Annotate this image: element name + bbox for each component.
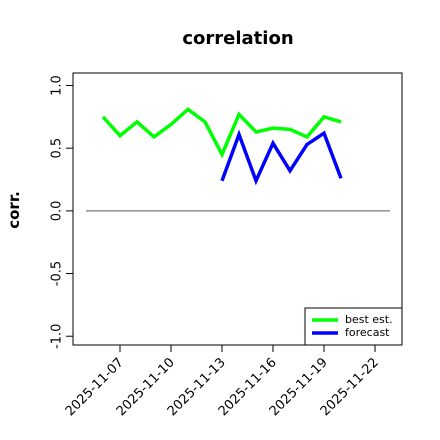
chart-title: correlation	[182, 28, 293, 49]
series-line	[101, 107, 342, 159]
y-tick-label: 0.5	[50, 138, 65, 159]
y-tick-label: 1.0	[50, 75, 65, 96]
legend-box	[304, 307, 403, 346]
y-axis-label: corr.	[5, 191, 23, 229]
plot-frame	[72, 72, 403, 346]
legend-label: forecast	[345, 326, 390, 339]
y-tick-label: -0.5	[50, 261, 65, 286]
legend-label: best est.	[345, 313, 393, 326]
series-line	[220, 129, 343, 186]
y-tick-label: 0.0	[50, 201, 65, 222]
y-tick-label: -1.0	[50, 324, 65, 349]
